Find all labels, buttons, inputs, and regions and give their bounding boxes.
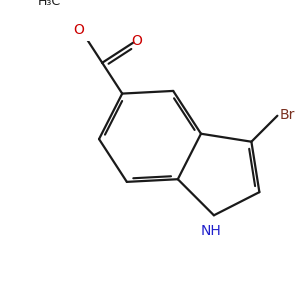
Text: Br: Br	[279, 108, 295, 122]
Text: O: O	[131, 34, 142, 48]
Text: O: O	[73, 23, 84, 37]
Text: H₃C: H₃C	[38, 0, 61, 8]
Text: NH: NH	[201, 224, 222, 238]
